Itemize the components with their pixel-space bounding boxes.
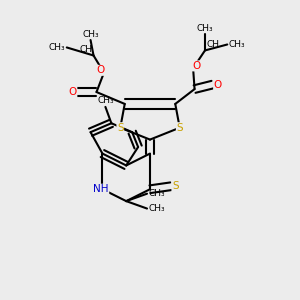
Text: S: S — [117, 123, 124, 133]
Text: CH₃: CH₃ — [197, 24, 213, 33]
Text: CH₃: CH₃ — [97, 95, 114, 104]
Text: NH: NH — [93, 184, 109, 194]
Text: S: S — [172, 181, 178, 191]
Text: CH₃: CH₃ — [82, 29, 99, 38]
Text: CH₃: CH₃ — [229, 40, 245, 49]
Text: CH₃: CH₃ — [49, 43, 65, 52]
Text: O: O — [97, 65, 105, 75]
Text: CH₃: CH₃ — [148, 204, 165, 213]
Text: CH: CH — [206, 40, 220, 49]
Text: O: O — [69, 87, 77, 97]
Text: CH: CH — [79, 45, 92, 54]
Text: CH₃: CH₃ — [148, 189, 165, 198]
Text: S: S — [176, 123, 183, 133]
Text: O: O — [192, 61, 200, 71]
Text: O: O — [214, 80, 222, 90]
